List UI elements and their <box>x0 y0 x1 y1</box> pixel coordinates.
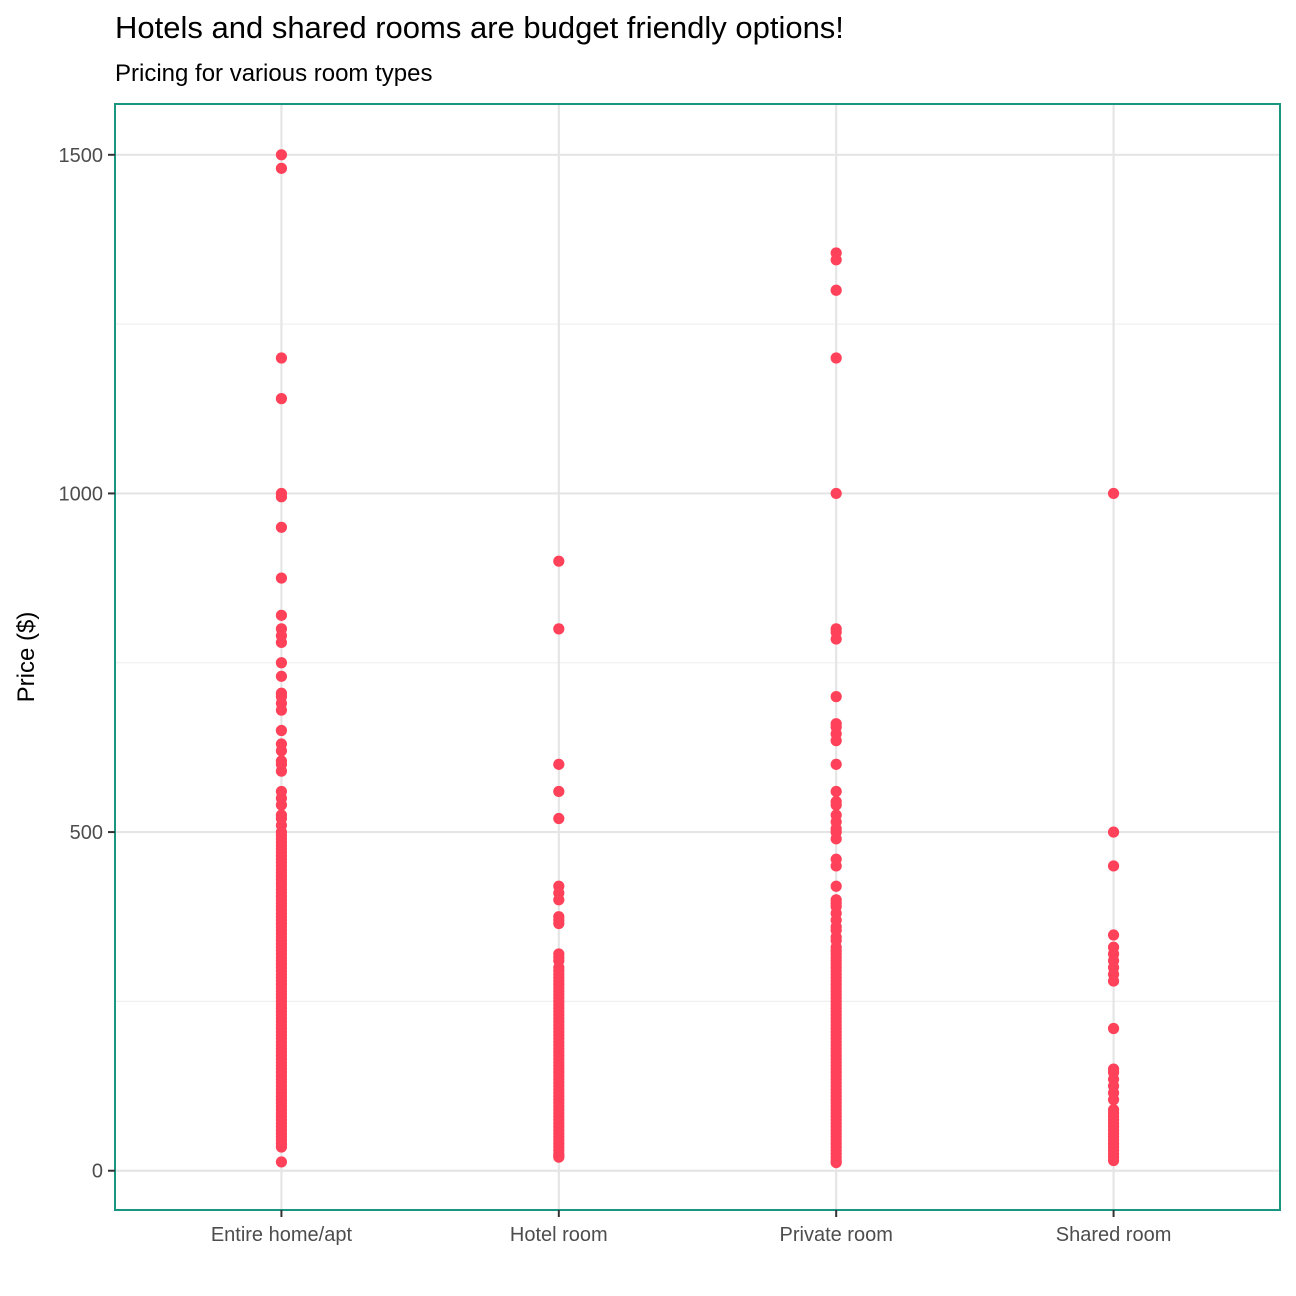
data-point <box>830 785 842 798</box>
data-point <box>830 758 842 770</box>
data-point <box>275 724 288 737</box>
y-tick-label: 500 <box>70 822 103 844</box>
data-point <box>275 670 288 682</box>
data-point <box>1107 1154 1120 1167</box>
data-points <box>275 149 1120 1169</box>
data-point <box>830 1156 842 1169</box>
grid-lines <box>115 104 1280 1210</box>
data-point <box>275 1141 288 1153</box>
data-point <box>553 812 565 825</box>
data-point <box>830 833 842 845</box>
data-point <box>830 284 842 296</box>
x-tick-label: Hotel room <box>510 1224 608 1246</box>
data-point <box>1107 1022 1120 1035</box>
data-point <box>1107 975 1120 987</box>
y-axis: 0 500 1000 1500 <box>59 145 115 1183</box>
data-point <box>275 765 288 777</box>
data-point <box>275 636 288 649</box>
chart-title: Hotels and shared rooms are budget frien… <box>115 10 844 45</box>
chart-subtitle: Pricing for various room types <box>115 60 433 87</box>
data-point <box>830 254 842 266</box>
data-point <box>275 609 288 621</box>
y-tick-label: 1500 <box>59 145 104 167</box>
data-point <box>275 1156 288 1168</box>
data-point <box>830 487 842 500</box>
data-point <box>553 917 565 930</box>
data-point <box>275 149 288 161</box>
data-point <box>275 162 288 174</box>
data-point <box>830 860 842 872</box>
data-point <box>275 491 288 503</box>
data-point <box>830 735 842 747</box>
y-tick-label: 1000 <box>59 483 104 505</box>
data-point <box>830 880 842 892</box>
data-point <box>275 799 288 811</box>
data-point <box>830 799 842 811</box>
data-point <box>553 894 565 906</box>
x-axis: Entire home/apt Hotel room Private room Sha… <box>211 1210 1172 1246</box>
y-axis-title: Price ($) <box>13 612 40 703</box>
data-point <box>1107 1094 1120 1106</box>
x-tick-label: Shared room <box>1056 1224 1172 1246</box>
data-point <box>553 623 565 635</box>
panel-border <box>114 103 1281 1211</box>
data-point <box>830 633 842 645</box>
data-point <box>275 657 288 669</box>
data-point <box>1107 860 1120 872</box>
data-point <box>553 785 565 798</box>
y-tick-label: 0 <box>92 1161 103 1183</box>
data-point <box>275 393 288 405</box>
data-point <box>1107 826 1120 838</box>
data-point <box>830 352 842 364</box>
data-point <box>275 704 288 716</box>
data-point <box>553 555 565 567</box>
x-tick-label: Private room <box>780 1224 893 1246</box>
data-point <box>553 1151 565 1163</box>
data-point <box>275 572 288 584</box>
data-point <box>830 691 842 703</box>
data-point <box>1107 487 1120 500</box>
data-point <box>553 758 565 770</box>
data-point <box>275 521 288 533</box>
x-tick-label: Entire home/apt <box>211 1224 353 1246</box>
data-point <box>1107 929 1120 941</box>
data-point <box>275 352 288 364</box>
data-point <box>275 745 288 757</box>
